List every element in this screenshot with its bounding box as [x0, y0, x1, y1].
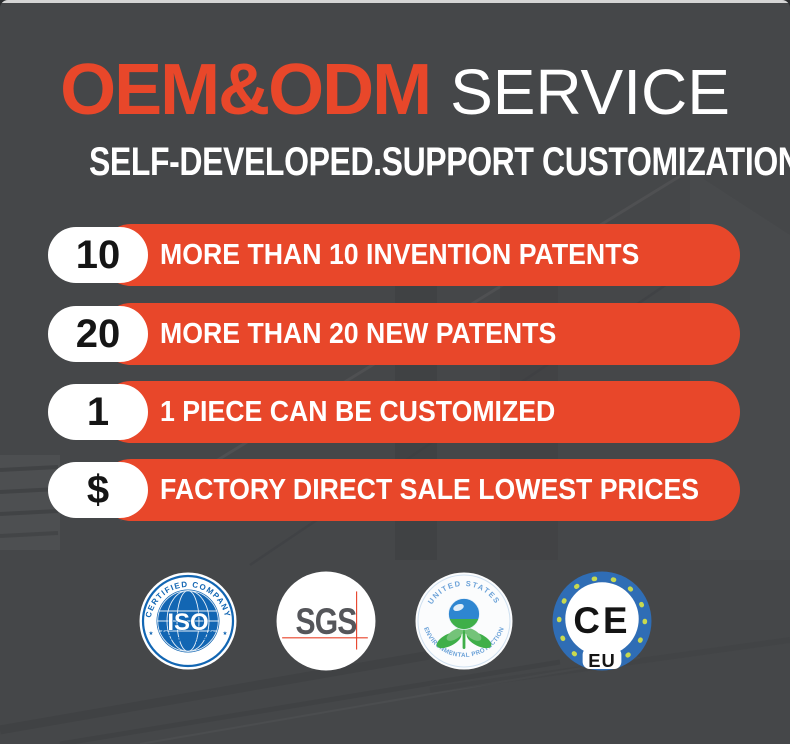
title-service: SERVICE	[450, 56, 730, 128]
ce-mark-text: CE	[573, 600, 630, 641]
epa-flower-icon	[436, 598, 491, 649]
feature-label: MORE THAN 10 INVENTION PATENTS	[160, 238, 640, 271]
feature-label: MORE THAN 20 NEW PATENTS	[160, 317, 557, 350]
iso-center-text: ISO	[167, 609, 208, 636]
feature-row-invention-patents: 10 MORE THAN 10 INVENTION PATENTS	[48, 224, 740, 286]
feature-label-wrap: MORE THAN 10 INVENTION PATENTS	[160, 224, 681, 286]
feature-badge-value: $	[86, 467, 110, 512]
feature-label-wrap: FACTORY DIRECT SALE LOWEST PRICES	[160, 459, 746, 521]
feature-row-customized: 1 1 PIECE CAN BE CUSTOMIZED	[48, 381, 740, 443]
feature-row-factory-direct: $ FACTORY DIRECT SALE LOWEST PRICES	[48, 459, 740, 521]
feature-badge: 20	[48, 306, 148, 362]
title-oem-odm: OEM&ODM	[60, 50, 432, 130]
feature-badge: $	[48, 462, 148, 518]
feature-badge-value: 1	[86, 389, 110, 434]
page-subtitle: SELF-DEVELOPED.SUPPORT CUSTOMIZATION	[0, 138, 790, 186]
iso-certified-badge-icon: ISO CERTIFIED COMPANY ISO 9001:2015 ★ ★	[139, 572, 236, 670]
iso-globe-icon	[156, 590, 219, 652]
feature-label: 1 PIECE CAN BE CUSTOMIZED	[160, 395, 556, 428]
ce-stars-icon	[556, 575, 647, 667]
ce-eu-mark-icon: CE EU	[552, 571, 651, 671]
feature-pill	[100, 381, 740, 443]
feature-pill	[100, 224, 740, 286]
star-icon: ★	[148, 631, 153, 637]
sgs-text: SGS	[295, 603, 357, 643]
sgs-logo-icon: SGS	[276, 571, 375, 671]
feature-label: FACTORY DIRECT SALE LOWEST PRICES	[160, 473, 700, 506]
feature-label-wrap: 1 PIECE CAN BE CUSTOMIZED	[160, 381, 590, 443]
feature-pill	[100, 459, 740, 521]
feature-badge: 1	[48, 384, 148, 440]
feature-row-new-patents: 20 MORE THAN 20 NEW PATENTS	[48, 303, 740, 365]
certification-logos: ISO CERTIFIED COMPANY ISO 9001:2015 ★ ★ …	[0, 570, 790, 672]
feature-badge: 10	[48, 227, 148, 283]
star-icon: ★	[222, 631, 227, 637]
page-title: OEM&ODM SERVICE	[0, 44, 790, 136]
subtitle-text: SELF-DEVELOPED.SUPPORT CUSTOMIZATION	[88, 140, 790, 184]
top-border-strip	[0, 0, 790, 3]
feature-badge-value: 20	[75, 311, 121, 356]
epa-logo-icon: UNITED STATES ENVIRONMENTAL PROTECTION	[415, 572, 512, 670]
feature-label-wrap: MORE THAN 20 NEW PATENTS	[160, 303, 591, 365]
ce-eu-text: EU	[588, 650, 616, 671]
feature-pill	[100, 303, 740, 365]
feature-badge-value: 10	[75, 232, 121, 277]
